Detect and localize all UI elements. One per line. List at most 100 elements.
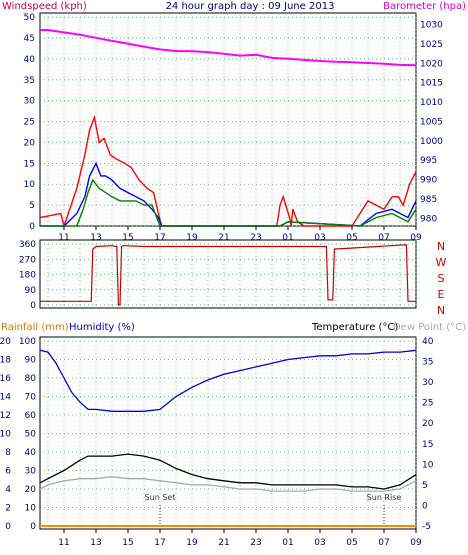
right-axis-ticks: -5 0 5 10 15 20 25 30 35 40 bbox=[422, 337, 434, 532]
x-tick-label: 09 bbox=[410, 233, 422, 243]
panel-frame bbox=[39, 12, 417, 227]
temperature-tick-label: 25 bbox=[422, 399, 433, 409]
right-axis-ticks: 980 985 990 995 1000 1005 1010 1015 1020 1025 1030 bbox=[420, 21, 443, 225]
rainfall-tick-label: 14 bbox=[0, 393, 11, 403]
humidity-tick-label: 30 bbox=[25, 467, 37, 477]
series-dew-point-line bbox=[39, 476, 417, 492]
humidity-tick-label: 40 bbox=[25, 448, 37, 458]
right-tick-label: 990 bbox=[420, 176, 437, 186]
left-axis-ticks: 0 10 20 30 40 50 60 70 80 90 100 0 2 4 6 8 10 12 14 16 18 20 bbox=[0, 337, 36, 532]
rainfall-tick-label: 2 bbox=[5, 504, 11, 514]
right-tick-label: 1020 bbox=[420, 59, 443, 69]
x-tick-label: 09 bbox=[410, 538, 422, 548]
annotations: Sun Set Sun Rise bbox=[145, 493, 402, 526]
x-tick-label: 05 bbox=[346, 538, 357, 548]
series-wind-direction-line bbox=[40, 244, 416, 306]
barometer-line bbox=[40, 29, 417, 67]
left-tick-label: 45 bbox=[24, 34, 35, 44]
humidity-tick-label: 80 bbox=[25, 374, 37, 384]
series-average-line bbox=[40, 161, 417, 227]
x-tick-label: 15 bbox=[122, 538, 133, 548]
humidity-tick-label: 100 bbox=[19, 337, 36, 347]
direction-tick-label: 360 bbox=[19, 240, 36, 250]
temperature-tick-label: 15 bbox=[422, 440, 433, 450]
gridlines bbox=[40, 337, 417, 529]
rainfall-tick-label: 12 bbox=[0, 411, 11, 421]
right-tick-label: 980 bbox=[420, 214, 437, 224]
compass-label: N bbox=[437, 304, 445, 317]
rainfall-tick-label: 6 bbox=[5, 467, 11, 477]
plot-lines bbox=[39, 29, 417, 229]
right-tick-label: 1015 bbox=[420, 79, 443, 89]
left-tick-label: 25 bbox=[24, 118, 35, 128]
humidity-label: Humidity (%) bbox=[69, 322, 135, 333]
x-tick-label: 17 bbox=[154, 538, 165, 548]
right-tick-label: 985 bbox=[420, 195, 437, 205]
x-tick-label: 13 bbox=[90, 233, 101, 243]
humidity-tick-label: 70 bbox=[25, 393, 37, 403]
annotation-label: Sun Rise bbox=[367, 493, 402, 502]
humidity-tick-label: 90 bbox=[25, 356, 37, 366]
rainfall-tick-label: 0 bbox=[5, 522, 11, 532]
series-temperature-line bbox=[39, 453, 417, 490]
left-tick-label: 0 bbox=[29, 222, 35, 232]
x-tick-label: 23 bbox=[250, 538, 261, 548]
rainfall-tick-label: 18 bbox=[0, 356, 11, 366]
humidity-tick-label: 50 bbox=[25, 430, 37, 440]
right-axis-label: Barometer (hpa) bbox=[383, 1, 466, 12]
x-tick-label: 15 bbox=[122, 233, 133, 243]
rainfall-label: Rainfall (mm) bbox=[1, 322, 69, 333]
x-tick-label: 21 bbox=[218, 233, 229, 243]
x-tick-label: 13 bbox=[90, 538, 101, 548]
x-tick-label: 11 bbox=[58, 233, 69, 243]
humidity-tick-label: 0 bbox=[30, 522, 36, 532]
humidity-temperature-panel: 010203040506070809010002468101214161820 … bbox=[0, 322, 466, 548]
rainfall-tick-label: 10 bbox=[0, 430, 11, 440]
humidity-tick-label: 20 bbox=[25, 485, 37, 495]
rainfall-tick-label: 16 bbox=[0, 374, 11, 384]
x-tick-label: 07 bbox=[378, 538, 389, 548]
compass-label: E bbox=[438, 288, 445, 301]
direction-tick-label: 180 bbox=[19, 271, 36, 281]
left-tick-label: 30 bbox=[24, 97, 36, 107]
series-humidity-line bbox=[39, 349, 417, 412]
rainfall-tick-label: 8 bbox=[5, 448, 11, 458]
compass-label: W bbox=[436, 256, 447, 269]
plot-lines bbox=[39, 349, 417, 527]
rainfall-tick-label: 4 bbox=[5, 485, 11, 495]
x-axis-ticks: 11 13 15 17 19 21 23 01 03 05 07 09 bbox=[58, 226, 422, 243]
temperature-tick-label: 5 bbox=[422, 481, 428, 491]
temperature-tick-label: 0 bbox=[422, 501, 428, 511]
temperature-tick-label: 20 bbox=[422, 419, 434, 429]
right-tick-label: 1005 bbox=[420, 117, 443, 127]
humidity-tick-label: 60 bbox=[25, 411, 37, 421]
x-tick-label: 11 bbox=[58, 538, 69, 548]
temperature-label: Temperature (°C) bbox=[311, 322, 398, 333]
x-tick-label: 21 bbox=[218, 538, 229, 548]
compass-label: S bbox=[438, 272, 445, 285]
plot-lines bbox=[40, 244, 416, 306]
temperature-tick-label: -5 bbox=[422, 522, 431, 532]
left-axis-ticks: 0 90 180 270 360 bbox=[19, 240, 36, 311]
x-tick-label: 03 bbox=[314, 233, 325, 243]
right-tick-label: 1030 bbox=[420, 21, 443, 31]
temperature-tick-label: 30 bbox=[422, 378, 434, 388]
x-tick-label: 17 bbox=[154, 233, 165, 243]
right-tick-label: 995 bbox=[420, 156, 437, 166]
left-tick-label: 35 bbox=[24, 76, 35, 86]
left-tick-label: 50 bbox=[24, 13, 36, 23]
x-tick-label: 07 bbox=[378, 233, 389, 243]
x-axis-ticks: 11 13 15 17 19 21 23 01 03 05 07 09 bbox=[58, 529, 422, 548]
temperature-tick-label: 10 bbox=[422, 460, 434, 470]
x-tick-label: 01 bbox=[282, 233, 293, 243]
x-tick-label: 19 bbox=[186, 233, 198, 243]
direction-tick-label: 0 bbox=[30, 301, 36, 311]
temperature-tick-label: 40 bbox=[422, 337, 434, 347]
panel-frame bbox=[39, 239, 417, 309]
humidity-tick-label: 10 bbox=[25, 504, 37, 514]
